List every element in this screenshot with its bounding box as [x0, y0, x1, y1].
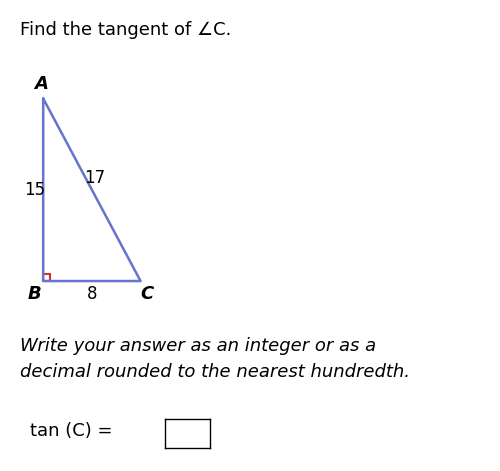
Text: C: C [140, 285, 153, 303]
Text: 17: 17 [84, 169, 105, 187]
Text: Write your answer as an integer or as a
decimal rounded to the nearest hundredth: Write your answer as an integer or as a … [20, 337, 410, 381]
Text: Find the tangent of ∠C.: Find the tangent of ∠C. [20, 21, 232, 39]
Text: tan (C) =: tan (C) = [30, 422, 112, 440]
Text: A: A [34, 75, 48, 93]
Bar [43, 274, 50, 281]
Text: 15: 15 [24, 181, 45, 199]
Text: B: B [28, 285, 42, 303]
Text: 8: 8 [86, 285, 97, 303]
